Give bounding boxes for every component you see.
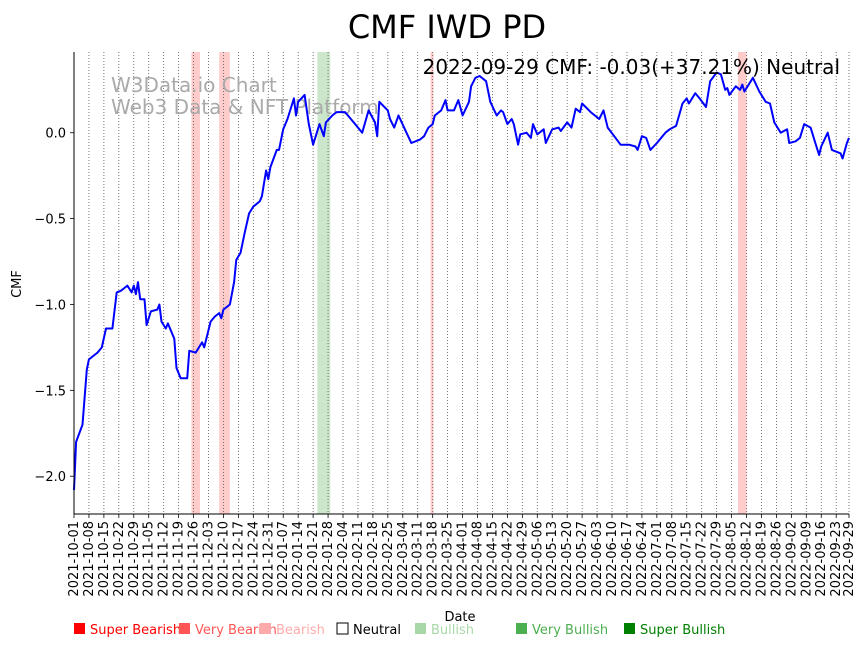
x-tick-label: 2022-06-17 [620, 521, 635, 597]
y-tick-label: −1.0 [34, 298, 66, 313]
x-tick-label: 2021-12-10 [216, 521, 231, 597]
x-tick-label: 2021-12-31 [261, 521, 276, 597]
x-tick-label: 2022-08-19 [754, 521, 769, 597]
x-tick-label: 2022-08-12 [740, 521, 755, 597]
x-tick-label: 2021-11-05 [142, 521, 157, 597]
x-tick-label: 2022-06-24 [635, 521, 650, 597]
x-tick-label: 2022-04-29 [515, 521, 530, 597]
x-tick-label: 2021-10-08 [82, 521, 97, 597]
y-tick-label: 0.0 [45, 127, 66, 142]
cmf-series-line [73, 71, 850, 491]
legend-label-bearish: Bearish [276, 623, 325, 638]
legend-swatch-bearish [260, 623, 271, 634]
x-tick-label: 2022-05-27 [575, 521, 590, 597]
x-tick-label: 2021-12-17 [231, 521, 246, 597]
x-tick-label: 2022-05-13 [545, 521, 560, 597]
legend-swatch-neutral [336, 622, 349, 635]
x-tick-label: 2021-10-22 [112, 521, 127, 597]
y-tick-label: −1.5 [34, 384, 66, 399]
signal-band-bearish [191, 52, 200, 514]
x-tick-label: 2022-03-04 [396, 521, 411, 597]
signal-band-bearish [219, 52, 230, 514]
x-tick-label: 2022-02-25 [381, 521, 396, 597]
x-tick-label: 2022-06-03 [590, 521, 605, 597]
y-axis-label: CMF [10, 270, 25, 298]
legend-swatch-bullish [415, 623, 426, 634]
x-tick-label: 2022-04-01 [456, 521, 471, 597]
x-tick-label: 2022-03-18 [426, 521, 441, 597]
x-tick-label: 2021-10-29 [127, 521, 142, 597]
x-tick-label: 2022-01-14 [291, 521, 306, 597]
legend-label-super-bearish: Super Bearish [90, 623, 181, 638]
legend-swatch-super-bullish [624, 623, 635, 634]
x-tick-label: 2022-09-02 [784, 521, 799, 597]
x-tick-label: 2022-09-09 [799, 521, 814, 597]
x-tick-label: 2021-11-12 [157, 521, 172, 597]
x-tick-label: 2022-02-18 [366, 521, 381, 597]
x-tick-label: 2022-04-08 [471, 521, 486, 597]
watermark-line-1: W3Data.io Chart [111, 73, 277, 97]
x-axis-label: Date [444, 610, 475, 625]
x-tick-label: 2022-08-26 [769, 521, 784, 597]
legend-label-neutral: Neutral [353, 623, 401, 638]
legend-swatch-very-bearish [179, 623, 190, 634]
x-tick-label: 2021-12-03 [202, 521, 217, 597]
x-tick-label: 2021-11-19 [172, 521, 187, 597]
x-tick-label: 2022-03-25 [441, 521, 456, 597]
x-tick-label: 2022-09-29 [842, 521, 857, 597]
x-tick-label: 2022-02-11 [351, 521, 366, 597]
x-tick-label: 2022-05-06 [530, 521, 545, 597]
legend-label-very-bearish: Very Bearish [195, 623, 277, 638]
x-tick-label: 2022-07-08 [665, 521, 680, 597]
x-tick-label: 2022-07-15 [680, 521, 695, 597]
signal-band-bearish [430, 52, 434, 514]
x-tick-label: 2022-07-22 [695, 521, 710, 597]
x-tick-label: 2022-06-10 [605, 521, 620, 597]
x-tick-label: 2022-07-01 [650, 521, 665, 597]
signal-band-bullish [317, 52, 331, 514]
chart-title: CMF IWD PD [348, 8, 546, 46]
x-tick-label: 2022-01-28 [321, 521, 336, 597]
x-tick-label: 2022-08-05 [725, 521, 740, 597]
x-tick-label: 2022-09-23 [829, 521, 844, 597]
legend-label-super-bullish: Super Bullish [640, 623, 725, 638]
x-tick-label: 2022-03-11 [411, 521, 426, 597]
x-tick-label: 2022-02-04 [336, 521, 351, 597]
x-tick-label: 2021-12-24 [246, 521, 261, 597]
signal-band-bearish [737, 52, 747, 514]
y-tick-label: −0.5 [34, 213, 66, 228]
legend-label-bullish: Bullish [431, 623, 474, 638]
legend-swatch-super-bearish [74, 623, 85, 634]
x-tick-label: 2022-05-20 [560, 521, 575, 597]
x-tick-label: 2021-10-15 [97, 521, 112, 597]
x-tick-label: 2022-01-07 [276, 521, 291, 597]
legend-swatch-very-bullish [516, 623, 527, 634]
x-tick-label: 2021-10-01 [67, 521, 82, 597]
y-tick-label: −2.0 [34, 470, 66, 485]
x-tick-label: 2022-01-21 [306, 521, 321, 597]
watermark-line-2: Web3 Data & NFT Platform [111, 95, 379, 119]
x-tick-label: 2021-11-26 [187, 521, 202, 597]
x-tick-label: 2022-04-22 [500, 521, 515, 597]
x-tick-label: 2022-07-29 [710, 521, 725, 597]
legend-label-very-bullish: Very Bullish [532, 623, 608, 638]
latest-value-annotation: 2022-09-29 CMF: -0.03(+37.21%) Neutral [423, 55, 840, 79]
x-tick-label: 2022-09-16 [814, 521, 829, 597]
x-tick-label: 2022-04-15 [485, 521, 500, 597]
